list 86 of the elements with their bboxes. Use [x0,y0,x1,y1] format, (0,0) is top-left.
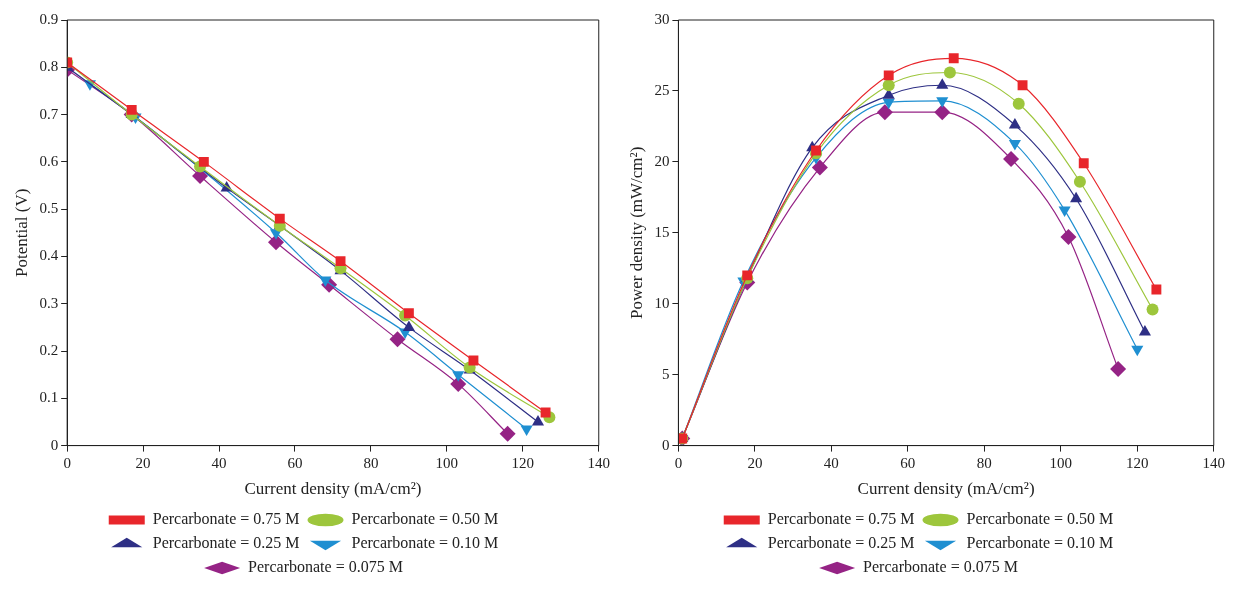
x-tick-label: 80 [363,454,379,471]
y-tick-label: 0.8 [39,58,59,75]
legend-label: Percarbonate = 0.25 M [767,534,915,552]
point [1131,345,1144,357]
y-tick-label: 0 [661,436,670,453]
x-tick-label: 120 [1126,454,1149,471]
point [198,156,209,167]
point [450,376,467,393]
point [811,159,828,176]
point [1078,158,1089,169]
x-tick-label: 20 [135,454,151,471]
x-tick-label: 40 [211,454,227,471]
legend-label: Percarbonate = 0.10 M [351,534,499,552]
point [936,97,949,108]
x-tick-label: 100 [1049,454,1073,471]
y-tick-label: 0.9 [39,10,59,27]
point [520,425,533,437]
point [876,104,893,121]
legend-label: Percarbonate = 0.50 M [966,510,1114,528]
point [936,78,949,89]
y-tick-label: 0.2 [39,341,59,358]
x-axis-title: Current density (mA/cm²) [857,479,1035,499]
point [1070,191,1083,203]
point [882,79,895,92]
x-axis-title: Current density (mA/cm²) [244,479,422,499]
point [948,53,959,64]
point [319,276,332,288]
point [883,70,894,81]
x-tick-label: 120 [511,454,535,471]
point [389,331,406,348]
point [126,104,137,115]
legend-label: Percarbonate = 0.50 M [351,510,499,528]
point [1017,80,1028,91]
y-axis-title: Potential (V) [11,188,31,277]
point [1060,229,1077,246]
y-tick-label: 25 [654,81,670,98]
point [499,425,516,442]
point [1008,139,1021,151]
x-tick-label: 60 [287,454,303,471]
x-tick-label: 60 [900,454,916,471]
x-tick-label: 140 [1202,454,1225,471]
y-tick-label: 15 [654,223,670,240]
point [452,371,465,382]
point [1146,303,1159,316]
point [267,234,284,251]
point [274,213,285,224]
y-tick-label: 0.1 [39,389,59,406]
legend-label: Percarbonate = 0.25 M [152,534,300,552]
point [1073,175,1086,188]
legend-label: Percarbonate = 0.075 M [863,558,1018,576]
x-tick-label: 140 [587,454,610,471]
y-tick-label: 5 [661,365,670,382]
x-tick-label: 0 [63,454,71,471]
x-tick-label: 40 [823,454,839,471]
point [1110,360,1127,377]
point [335,256,346,267]
y-tick-label: 10 [654,294,670,311]
y-axis-title: Power density (mW/cm²) [626,146,646,319]
point [1058,206,1071,218]
y-tick-label: 0.3 [39,294,59,311]
point [811,145,822,156]
point [934,104,951,121]
x-tick-label: 0 [674,454,683,471]
point [403,308,414,319]
y-tick-label: 0 [50,436,59,453]
y-tick-label: 0.5 [39,200,59,217]
x-tick-label: 100 [435,454,459,471]
y-tick-label: 30 [654,10,670,27]
point [882,98,895,110]
y-tick-label: 0.7 [39,105,59,122]
point [1151,284,1162,295]
y-tick-label: 0.4 [39,247,59,264]
x-tick-label: 80 [976,454,992,471]
y-tick-label: 0.6 [39,152,59,169]
y-tick-label: 20 [654,152,670,169]
point [1003,151,1020,168]
point [540,407,551,418]
legend-label: Percarbonate = 0.10 M [966,534,1114,552]
point [943,66,956,79]
point [468,355,479,366]
point [1012,97,1025,110]
point [1138,325,1151,336]
legend-label: Percarbonate = 0.75 M [152,510,300,528]
legend-label: Percarbonate = 0.75 M [767,510,915,528]
x-tick-label: 20 [747,454,763,471]
legend-label: Percarbonate = 0.075 M [248,558,403,576]
